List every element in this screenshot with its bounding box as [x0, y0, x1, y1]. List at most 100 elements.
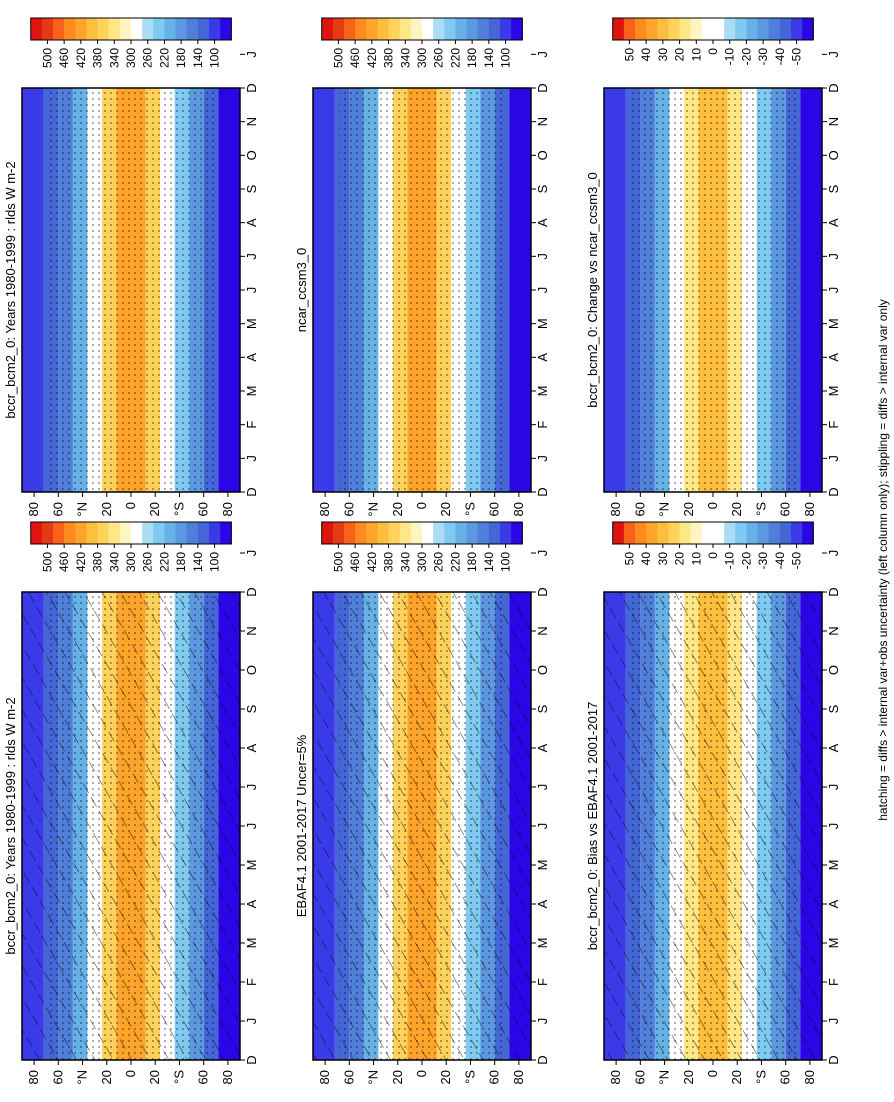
- month-tick-group: N: [244, 117, 259, 126]
- colorbar-label-group: 100: [499, 48, 513, 68]
- lat-tick-label: 0: [414, 1070, 429, 1077]
- colorbar-swatch: [208, 18, 221, 40]
- colorbar-swatch: [690, 522, 703, 544]
- lat-tick-label: 80: [317, 1070, 332, 1084]
- colorbar-swatch: [30, 522, 43, 544]
- month-tick-group: D: [826, 83, 841, 92]
- colorbar-label: 140: [191, 552, 205, 572]
- month-tick-label: M: [826, 938, 841, 949]
- colorbar-swatch: [131, 18, 143, 40]
- colorbar-swatch: [97, 18, 110, 40]
- month-tick-group: J: [244, 823, 259, 830]
- colorbar-swatch: [75, 522, 87, 544]
- month-tick-group: J: [244, 51, 259, 58]
- month-tick-label: D: [535, 487, 550, 496]
- colorbar-swatch: [30, 18, 43, 40]
- lat-tick-group: 0: [414, 1070, 429, 1077]
- lat-tick-label: 60: [50, 502, 65, 516]
- colorbar-swatch: [153, 522, 165, 544]
- colorbar-label-group: 10: [689, 48, 703, 62]
- month-tick-label: M: [535, 386, 550, 397]
- lat-tick-label: 20: [99, 1070, 114, 1084]
- colorbar-swatch: [657, 522, 669, 544]
- colorbar-swatch: [790, 522, 803, 544]
- lat-tick-group: 0: [123, 502, 138, 509]
- colorbar-label-group: -20: [739, 48, 753, 66]
- month-tick-group: D: [535, 1055, 550, 1064]
- month-tick-label: N: [535, 626, 550, 635]
- colorbar-label: 460: [348, 48, 362, 68]
- month-tick-label: J: [244, 550, 259, 557]
- lat-tick-group: °S: [171, 502, 186, 516]
- colorbar: 500 460 420 380 340 300 260 220 180 140 100: [321, 521, 523, 572]
- colorbar-swatch: [41, 18, 54, 40]
- lat-tick-group: °S: [753, 502, 768, 516]
- colorbar: 50 40 30 20 10 0 -10 -20 -30 -40 -50: [612, 521, 814, 570]
- colorbar-swatch: [466, 522, 479, 544]
- lat-tick-group: 60: [487, 1070, 502, 1084]
- lat-tick-group: 80: [511, 502, 526, 516]
- month-tick-group: J: [535, 784, 550, 791]
- month-tick-group: D: [826, 1055, 841, 1064]
- colorbar-label: 340: [107, 552, 121, 572]
- month-tick-group: J: [535, 1018, 550, 1025]
- colorbar-label: 140: [191, 48, 205, 68]
- lat-tick-label: 20: [147, 502, 162, 516]
- colorbar-swatch: [802, 18, 814, 40]
- lat-tick-label: 80: [220, 502, 235, 516]
- colorbar-label: 30: [656, 48, 670, 62]
- lat-tick-group: 80: [802, 1070, 817, 1084]
- month-tick-group: J: [826, 455, 841, 462]
- colorbar-swatch: [53, 522, 65, 544]
- colorbar-swatch: [366, 18, 378, 40]
- month-tick-group: D: [826, 487, 841, 496]
- colorbar-label-group: -30: [756, 48, 770, 66]
- month-tick-label: D: [535, 83, 550, 92]
- panel-p6: D J F M A M J J A S O N D J 80 60 °N 20 0 20 °S 60 80 bccr_bcm2…: [585, 17, 841, 517]
- colorbar-swatch: [444, 18, 456, 40]
- lat-tick-group: °S: [753, 1070, 768, 1084]
- month-tick-label: S: [826, 184, 841, 193]
- month-tick-group: M: [244, 938, 259, 949]
- lat-tick-label: 80: [317, 502, 332, 516]
- month-tick-group: J: [826, 253, 841, 260]
- lat-tick-group: °S: [171, 1070, 186, 1084]
- month-tick-label: M: [826, 318, 841, 329]
- lat-tick-label: 60: [50, 1070, 65, 1084]
- month-tick-group: J: [244, 1018, 259, 1025]
- month-tick-group: M: [535, 860, 550, 871]
- lat-band: [800, 88, 822, 492]
- colorbar-label: 180: [174, 552, 188, 572]
- colorbar-label-group: 460: [348, 48, 362, 68]
- colorbar-swatch: [802, 522, 814, 544]
- colorbar-swatch: [377, 18, 390, 40]
- colorbar-swatch: [757, 522, 770, 544]
- panel-title-group: bccr_bcm2_0: Bias vs EBAF4.1 2001-2017: [585, 702, 600, 951]
- month-tick-group: J: [826, 51, 841, 58]
- lat-tick-label: 60: [487, 502, 502, 516]
- colorbar-label: -20: [739, 552, 753, 570]
- month-tick-label: N: [826, 117, 841, 126]
- colorbar-swatch: [175, 522, 188, 544]
- colorbar-label-group: 340: [398, 552, 412, 572]
- colorbar-swatch: [197, 18, 210, 40]
- month-tick-group: A: [244, 353, 259, 362]
- month-tick-label: J: [826, 455, 841, 462]
- month-tick-label: J: [826, 287, 841, 294]
- colorbar-label-group: 30: [656, 48, 670, 62]
- month-tick-label: O: [244, 665, 259, 675]
- lat-tick-group: 80: [511, 1070, 526, 1084]
- lat-tick-group: 80: [608, 1070, 623, 1084]
- lat-tick-group: 80: [317, 1070, 332, 1084]
- colorbar-swatch: [768, 522, 781, 544]
- month-tick-group: O: [535, 665, 550, 675]
- colorbar-label-group: -50: [790, 48, 804, 66]
- lat-tick-label: 20: [681, 1070, 696, 1084]
- lat-tick-group: 60: [196, 502, 211, 516]
- colorbar-swatch: [488, 18, 501, 40]
- month-tick-group: J: [535, 287, 550, 294]
- month-tick-group: M: [244, 860, 259, 871]
- lat-tick-label: °N: [366, 1070, 381, 1085]
- colorbar-swatch: [186, 18, 199, 40]
